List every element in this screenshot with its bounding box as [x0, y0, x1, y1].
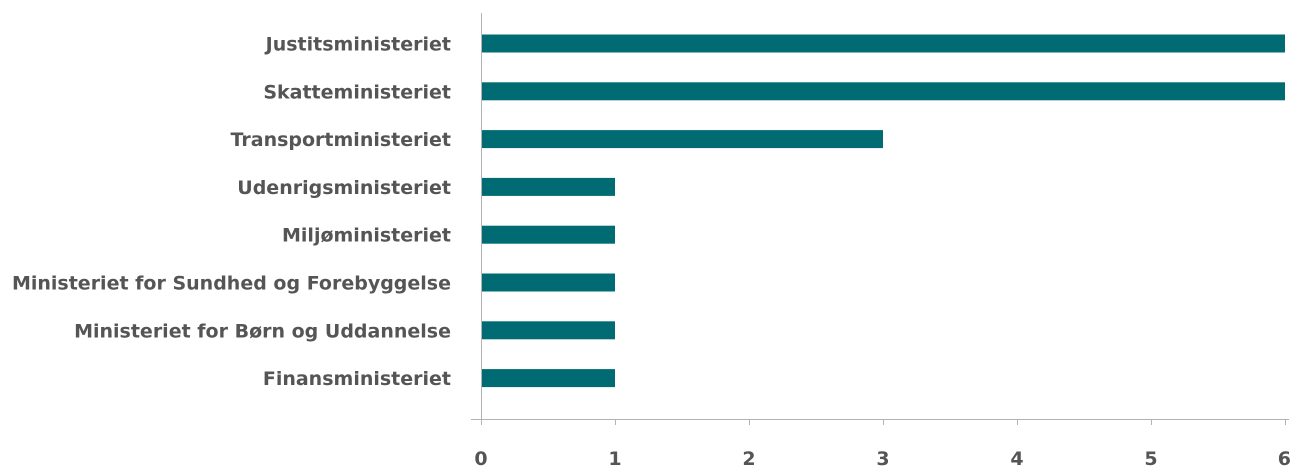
x-tick-label: 5: [1144, 448, 1157, 470]
x-tick-label: 2: [742, 448, 755, 470]
bar-ministeriet-for-sundhed-og-forebyggelse: [481, 273, 615, 292]
bars-layer: [481, 34, 1285, 388]
x-tick-label: 1: [608, 448, 621, 470]
category-label-justitsministeriet: Justitsministeriet: [264, 34, 451, 56]
bar-skatteministeriet: [481, 82, 1285, 101]
bar-finansministeriet: [481, 369, 615, 388]
category-labels: Justitsministeriet Skatteministeriet Trans…: [12, 34, 451, 391]
category-label-ministeriet-for-born-og-uddannelse: Ministeriet for Børn og Uddannelse: [74, 320, 451, 342]
x-tick-label: 3: [876, 448, 889, 470]
x-tick-label: 0: [474, 448, 487, 470]
bar-justitsministeriet: [481, 34, 1285, 53]
category-label-finansministeriet: Finansministeriet: [263, 368, 451, 390]
x-tick-label: 6: [1278, 448, 1291, 470]
bar-ministeriet-for-born-og-uddannelse: [481, 321, 615, 340]
x-tick-labels: 0 1 2 3 4 5 6: [474, 448, 1291, 470]
bar-miljoministeriet: [481, 225, 615, 244]
category-label-skatteministeriet: Skatteministeriet: [263, 81, 451, 103]
bar-transportministeriet: [481, 130, 883, 149]
category-label-ministeriet-for-sundhed-og-forebyggelse: Ministeriet for Sundhed og Forebyggelse: [12, 273, 451, 295]
category-label-transportministeriet: Transportministeriet: [231, 129, 452, 151]
x-tick-label: 4: [1010, 448, 1023, 470]
category-label-udenrigsministeriet: Udenrigsministeriet: [237, 177, 451, 199]
category-label-miljoministeriet: Miljøministeriet: [282, 225, 451, 247]
bar-udenrigsministeriet: [481, 177, 615, 196]
axis-layer: [471, 13, 1289, 425]
